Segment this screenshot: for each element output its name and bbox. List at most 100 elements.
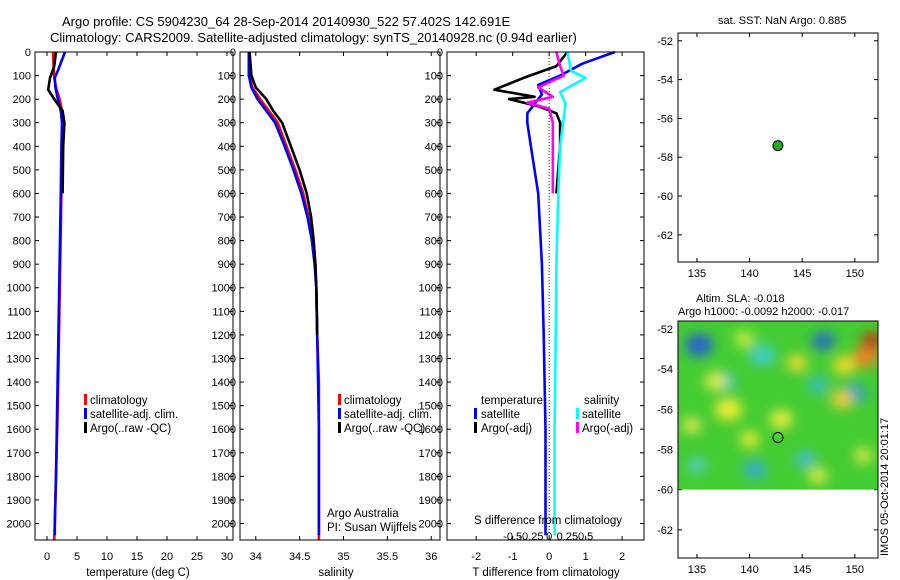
depth-tick-label: 1500: [212, 401, 236, 413]
salinity-series-line-1: [247, 52, 321, 536]
map_sst-y-tick-label: -62: [657, 230, 673, 242]
figure-title-line1: Argo profile: CS 5904230_64 28-Sep-2014 …: [62, 14, 510, 29]
depth-tick-label: 900: [218, 259, 236, 271]
difference-s-tick-label: 0: [546, 531, 552, 543]
depth-tick-label: 1800: [212, 471, 236, 483]
sla-map-title-line2: Argo h1000: -0.0092 h2000: -0.017: [678, 306, 849, 318]
depth-tick-label: 200: [425, 94, 443, 106]
sla-anomaly-blob: [786, 354, 808, 372]
temperature-legend-swatch-satellite: [84, 408, 87, 419]
depth-tick-label: 100: [218, 71, 236, 83]
temperature-axis-label: temperature (deg C): [86, 567, 190, 579]
depth-tick-label: 800: [425, 236, 443, 248]
depth-tick-label: 1000: [7, 283, 31, 295]
difference-legend-title-salinity: salinity: [584, 395, 619, 407]
temperature-legend: climatology satellite-adj. clim. Argo(..…: [84, 394, 178, 435]
map_sst-y-tick-label: -58: [657, 152, 673, 164]
depth-tick-label: 1800: [7, 471, 31, 483]
sla-anomaly-blob: [743, 460, 767, 480]
depth-tick-label: 800: [13, 236, 31, 248]
difference-x-tick-label: 0: [546, 551, 552, 563]
depth-tick-label: 400: [218, 141, 236, 153]
sla-blobs: [682, 330, 878, 484]
depth-tick-label: 800: [218, 236, 236, 248]
salinity-plot-frame: [239, 51, 441, 541]
map_sla-x-tick-label: 135: [688, 564, 706, 576]
map_sla-x-tick-label: 145: [793, 564, 811, 576]
map_sla-y-tick-label: -58: [657, 445, 673, 457]
salinity-legend-swatch-satellite: [338, 408, 341, 419]
sla-anomaly-blob: [830, 389, 854, 409]
t-difference-axis-label: T difference from climatology: [472, 567, 619, 579]
difference-s-tick-label: -0.25: [518, 531, 543, 543]
difference-x-tick-label: -1: [508, 551, 518, 563]
depth-tick-label: 1500: [7, 401, 31, 413]
sla-anomaly-blob: [854, 447, 873, 464]
difference-s-tick-label: -0.5: [503, 531, 522, 543]
difference-legend-label: satellite: [582, 409, 621, 421]
difference-legend: temperature salinity satellite Argo(-adj…: [474, 395, 633, 435]
difference-panel: 0100200300400500600700800900100011001200…: [419, 47, 645, 563]
sla-anomaly-blob: [769, 409, 793, 429]
depth-tick-label: 1600: [7, 424, 31, 436]
difference-series-line-2: [553, 51, 587, 536]
temperature-series-line-1: [53, 51, 67, 536]
watermark: IMOS 05-Oct-2014 20:01:17: [879, 418, 891, 556]
depth-tick-label: 900: [13, 259, 31, 271]
depth-tick-label: 1000: [419, 283, 443, 295]
difference-legend-swatch-s-argo: [576, 422, 579, 433]
difference-series-line-0: [525, 50, 616, 536]
temperature-legend-label: Argo(..raw -QC): [90, 423, 171, 435]
sst-map-frame: [677, 32, 879, 263]
map_sst-x-tick-label: 140: [740, 268, 758, 280]
sla-anomaly-blob: [832, 355, 856, 375]
figure-title-line2: Climatology: CARS2009. Satellite-adjuste…: [50, 30, 577, 45]
sla-anomaly-blob: [811, 331, 835, 351]
difference-legend-title-temperature: temperature: [481, 395, 543, 407]
depth-tick-label: 2000: [419, 518, 443, 530]
depth-tick-label: 200: [218, 94, 236, 106]
temperature-legend-label: satellite-adj. clim.: [90, 409, 178, 421]
depth-tick-label: 600: [218, 188, 236, 200]
depth-tick-label: 100: [425, 71, 443, 83]
difference-legend-label: Argo(-adj): [582, 423, 633, 435]
depth-tick-label: 1900: [212, 495, 236, 507]
sla-anomaly-blob: [852, 346, 878, 368]
salinity-x-tick-label: 35: [337, 551, 349, 563]
depth-tick-label: 1100: [7, 306, 31, 318]
depth-tick-label: 1900: [7, 495, 31, 507]
map_sla-y-tick-label: -62: [657, 525, 673, 537]
depth-tick-label: 600: [425, 188, 443, 200]
map_sst-x-tick-label: 135: [688, 268, 706, 280]
salinity-x-tick-label: 35.5: [377, 551, 398, 563]
sst-map-panel: -52 -54 -56 -58 -60 -62 135 140 145 150: [657, 32, 879, 280]
salinity-legend-swatch-climatology: [338, 394, 341, 405]
depth-tick-label: 300: [425, 118, 443, 130]
temperature-series-line-2: [46, 51, 66, 194]
depth-tick-label: 1800: [419, 471, 443, 483]
s-difference-axis-label: S difference from climatology: [474, 515, 622, 527]
depth-tick-label: 900: [425, 259, 443, 271]
depth-tick-label: 2000: [7, 518, 31, 530]
temperature-x-tick-label: 20: [161, 551, 173, 563]
difference-plot-frame: [446, 51, 645, 541]
sla-anomaly-blob: [808, 468, 828, 484]
map_sst-x-tick-label: 145: [793, 268, 811, 280]
temperature-legend-swatch-argo: [84, 422, 87, 433]
map_sla-y-tick-label: -56: [657, 404, 673, 416]
sla-anomaly-blob: [687, 458, 707, 474]
difference-legend-swatch-t-satellite: [474, 408, 477, 419]
depth-tick-label: 300: [13, 118, 31, 130]
difference-x-tick-label: 1: [583, 551, 589, 563]
sla-anomaly-blob: [807, 376, 829, 394]
difference-x-tick-label: 2: [619, 551, 625, 563]
depth-tick-label: 700: [425, 212, 443, 224]
salinity-x-tick-label: 34.5: [289, 551, 310, 563]
depth-tick-label: 100: [13, 71, 31, 83]
sla-anomaly-blob: [749, 344, 775, 366]
sla-anomaly-blob: [704, 371, 728, 391]
temperature-legend-label: climatology: [90, 395, 148, 407]
salinity-legend-label: Argo(..raw -QC): [344, 423, 425, 435]
difference-s-tick-label: 0.25: [557, 531, 578, 543]
salinity-x-tick-label: 34: [250, 551, 262, 563]
